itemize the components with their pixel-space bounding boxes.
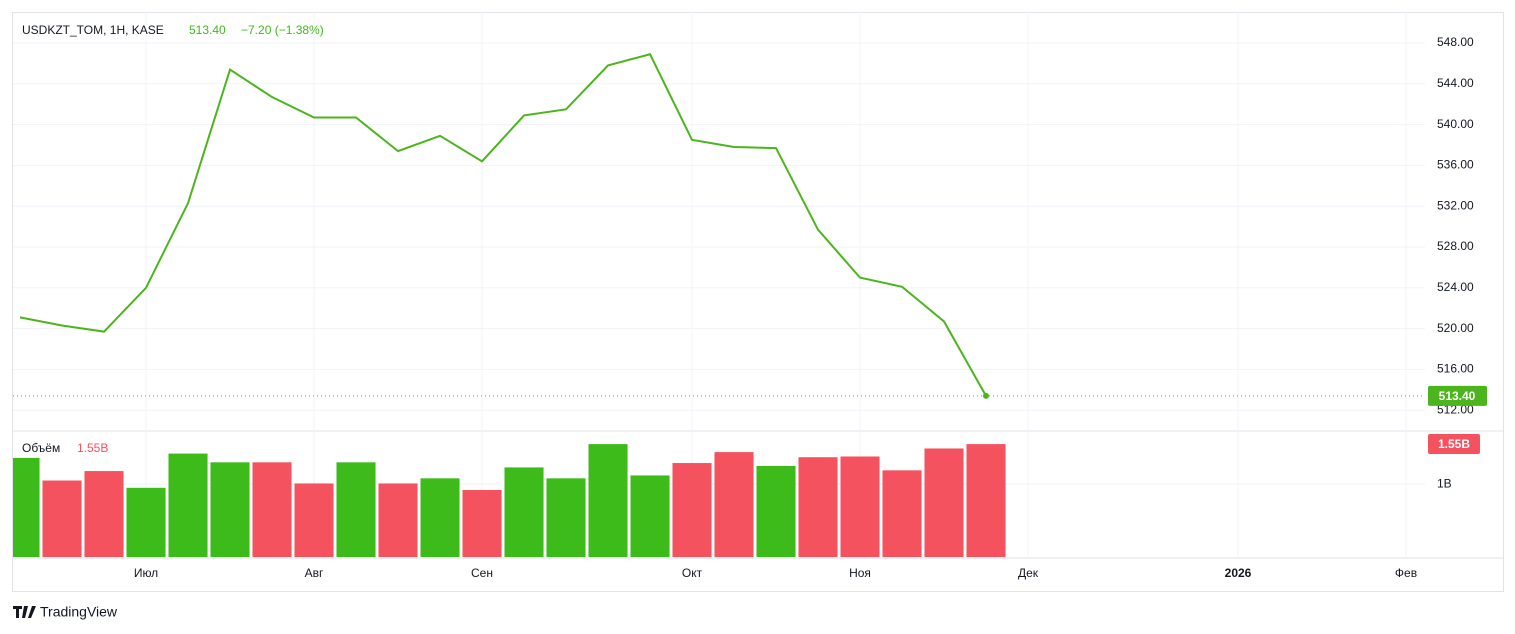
volume-bar xyxy=(84,471,124,557)
volume-bar xyxy=(252,462,292,557)
y-tick-label: 536.00 xyxy=(1437,158,1474,172)
last-point xyxy=(983,392,990,399)
volume-bar xyxy=(210,462,250,557)
logo: TradingView xyxy=(13,604,118,620)
logo-icon xyxy=(13,606,36,618)
price-change: −7.20 (−1.38%) xyxy=(241,23,324,37)
volume-bar xyxy=(672,463,712,557)
volume-bar xyxy=(966,444,1006,557)
price-tag-label: 513.40 xyxy=(1439,389,1476,403)
volume-tag-label: 1.55B xyxy=(1438,437,1470,451)
volume-title: Объём xyxy=(22,441,60,455)
x-tick-label: Авг xyxy=(305,566,324,580)
x-tick-label: Дек xyxy=(1018,566,1039,580)
x-tick-label: Окт xyxy=(682,566,703,580)
volume-bar xyxy=(714,452,754,557)
price-line xyxy=(19,53,987,397)
overlay: Июл Авг Сен Окт Ноя Дек 2026 Фев512.00516.00520… xyxy=(13,35,1487,580)
volume-bar xyxy=(13,457,40,557)
x-tick-label: Сен xyxy=(471,566,493,580)
volume-bar xyxy=(42,480,82,557)
y-tick-label: 544.00 xyxy=(1437,76,1474,90)
last-price: 513.40 xyxy=(189,23,226,37)
volume-bar xyxy=(378,483,418,557)
volume-bar xyxy=(756,465,796,557)
price-tag xyxy=(1428,385,1487,406)
y-tick-label: 524.00 xyxy=(1437,280,1474,294)
volume-bar xyxy=(882,470,922,557)
y-tick-label: 1B xyxy=(1437,476,1452,490)
volume-bar xyxy=(420,478,460,557)
y-tick-label: 540.00 xyxy=(1437,117,1474,131)
volume-bar xyxy=(336,462,376,557)
volume-bar xyxy=(504,467,544,557)
volume-bar xyxy=(630,475,670,557)
volume-bar xyxy=(840,456,880,557)
grid xyxy=(13,12,1425,557)
brand: TradingView xyxy=(40,604,118,620)
volume-bar xyxy=(546,478,586,557)
y-tick-label: 516.00 xyxy=(1437,362,1474,376)
x-tick-label: Фев xyxy=(1395,566,1417,580)
volume-last: 1.55B xyxy=(77,441,108,455)
y-tick-label: 548.00 xyxy=(1437,35,1474,49)
volume-bar xyxy=(462,489,502,557)
volume-bar xyxy=(168,453,208,557)
x-tick-label: Июл xyxy=(134,566,158,580)
volume-bar xyxy=(126,487,166,557)
y-tick-label: 532.00 xyxy=(1437,198,1474,212)
volume-bar xyxy=(924,448,964,557)
y-tick-label: 528.00 xyxy=(1437,239,1474,253)
volume-bar xyxy=(798,457,838,557)
volume-bar xyxy=(294,483,334,557)
y-tick-label: 520.00 xyxy=(1437,321,1474,335)
x-tick-label: Ноя xyxy=(849,566,871,580)
symbol: USDKZT_TOM, 1H, KASE xyxy=(22,23,164,37)
plot-area xyxy=(13,53,1006,557)
x-tick-label: 2026 xyxy=(1225,566,1252,580)
volume-bar xyxy=(588,444,628,557)
volume-tag xyxy=(1428,434,1480,454)
